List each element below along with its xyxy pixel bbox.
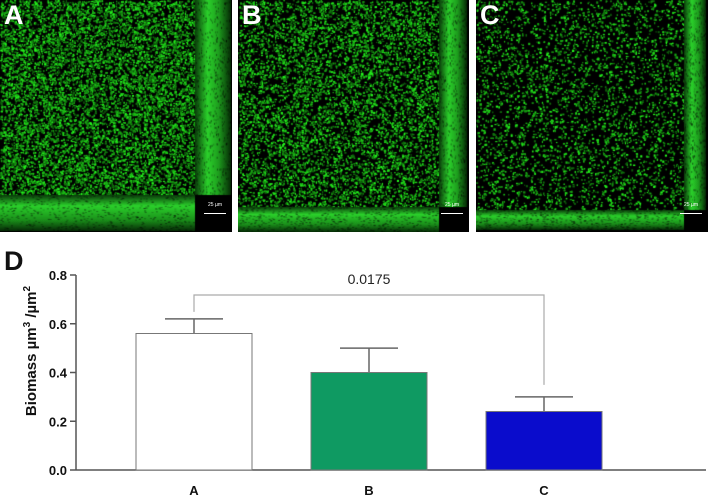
significance-bracket xyxy=(193,294,545,385)
scale-bar-text-c: 25 µm xyxy=(684,202,698,208)
scale-bar-c: 25 µm xyxy=(680,202,702,218)
biomass-bar-chart: 0.0 0.2 0.4 0.6 0.8 A B C 0.0175 Biomass µm3 /… xyxy=(22,268,706,497)
microscopy-panel-c: C 25 µm xyxy=(476,0,708,232)
microscopy-panel-a: A 25 µm xyxy=(0,0,232,232)
microscopy-image-a xyxy=(0,0,232,232)
y-tick-label: 0.0 xyxy=(49,463,67,478)
panel-label-a: A xyxy=(4,0,24,30)
y-axis-label: Biomass µm3 /µm2 xyxy=(22,285,40,416)
scale-bar-text-b: 25 µm xyxy=(445,202,459,208)
panel-label-b: B xyxy=(242,0,262,30)
y-tick-label: 0.8 xyxy=(49,268,67,283)
x-tick-label-c: C xyxy=(539,483,549,497)
microscopy-image-c xyxy=(476,0,708,232)
microscopy-panel-b: B 25 µm xyxy=(238,0,469,232)
x-tick-label-b: B xyxy=(364,483,373,497)
y-tick-label: 0.2 xyxy=(49,414,67,429)
scale-bar-text-a: 25 µm xyxy=(208,202,222,208)
y-tick-label: 0.6 xyxy=(49,317,67,332)
scale-bar-b: 25 µm xyxy=(441,202,463,218)
microscopy-image-b xyxy=(238,0,469,232)
chart-bars: A B C xyxy=(135,318,603,497)
x-tick-label-a: A xyxy=(189,483,199,497)
panel-label-c: C xyxy=(480,0,500,30)
p-value-label: 0.0175 xyxy=(348,271,391,287)
significance-annotation: 0.0175 xyxy=(193,271,545,385)
bar-a xyxy=(135,333,253,471)
bar-b xyxy=(310,372,428,471)
y-tick-label: 0.4 xyxy=(49,366,68,381)
scale-bar-a: 25 µm xyxy=(204,202,226,218)
bar-c xyxy=(485,411,603,471)
panel-label-d: D xyxy=(4,246,24,276)
